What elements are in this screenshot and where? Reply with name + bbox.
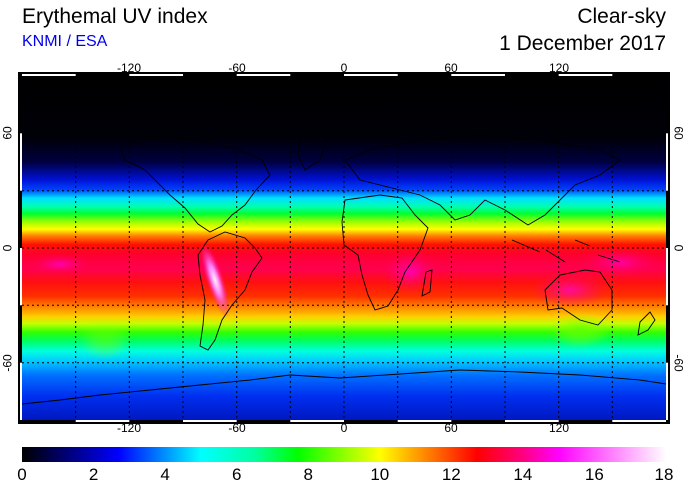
- lon-tick-bottom-60: 60: [444, 421, 458, 435]
- data-source-label: KNMI / ESA: [22, 33, 108, 50]
- lat-tick-right-neg60: -60: [671, 354, 686, 372]
- lon-tick-top-120: 120: [548, 61, 570, 75]
- lat-tick-right-0: 0: [671, 244, 686, 252]
- colorbar-label-10: 10: [370, 465, 390, 484]
- lon-tick-top-neg60: -60: [228, 61, 246, 75]
- date-label: 1 December 2017: [499, 32, 666, 55]
- lon-tick-top-0: 0: [340, 61, 348, 75]
- lat-tick-right-60: 60: [671, 126, 686, 140]
- colorbar-label-8: 8: [303, 465, 313, 484]
- sky-condition-label: Clear-sky: [577, 5, 666, 28]
- andes-hotspot: [199, 241, 231, 319]
- map-frame: [18, 72, 670, 424]
- lon-tick-top-neg120: -120: [116, 61, 142, 75]
- lat-tick-left-0: 0: [0, 244, 15, 252]
- colorbar-label-6: 6: [231, 465, 242, 484]
- lon-tick-bottom-0: 0: [340, 421, 348, 435]
- lon-tick-top-60: 60: [444, 61, 458, 75]
- coastlines: [22, 131, 666, 405]
- lat-tick-left-neg60: -60: [0, 354, 15, 372]
- lat-tick-left-60: 60: [0, 126, 15, 140]
- colorbar-label-14: 14: [513, 465, 533, 484]
- colorbar-label-0: 0: [17, 465, 27, 484]
- lon-tick-bottom-neg120: -120: [116, 421, 142, 435]
- colorbar-label-12: 12: [441, 465, 461, 484]
- colorbar-label-18: 18: [654, 465, 674, 484]
- colorbar-label-16: 16: [584, 465, 604, 484]
- lon-tick-bottom-120: 120: [548, 421, 570, 435]
- graticule: [22, 76, 666, 420]
- colorbar: [22, 447, 666, 462]
- lon-tick-bottom-neg60: -60: [228, 421, 246, 435]
- colorbar-label-2: 2: [88, 465, 99, 484]
- map-title: Erythemal UV index: [22, 5, 208, 28]
- colorbar-label-4: 4: [160, 465, 170, 484]
